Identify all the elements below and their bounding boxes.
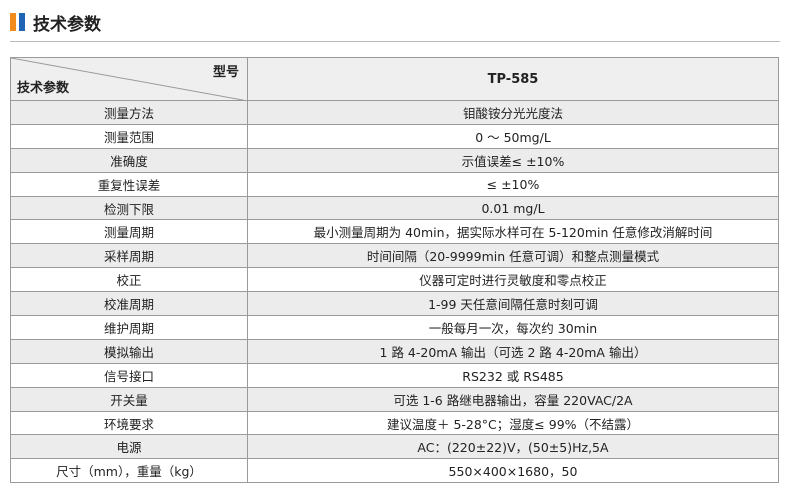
- spec-value: 可选 1-6 路继电器输出，容量 220VAC/2A: [247, 386, 779, 412]
- spec-row: 维护周期 一般每月一次，每次约 30min: [10, 315, 779, 340]
- spec-row: 信号接口 RS232 或 RS485: [10, 362, 779, 388]
- spec-value: 1-99 天任意间隔任意时刻可调: [247, 291, 779, 317]
- spec-table: 型号 技术参数 TP-585 测量方法 钼酸铵分光光度法 测量范围 0 ～ 50mg/…: [10, 57, 779, 484]
- spec-value: 550×400×1680，50: [247, 458, 779, 484]
- spec-value: 0 ～ 50mg/L: [247, 123, 779, 149]
- spec-row: 准确度 示值误差≤ ±10%: [10, 147, 779, 173]
- spec-row: 重复性误差 ≤ ±10%: [10, 171, 779, 197]
- spec-value: 一般每月一次，每次约 30min: [247, 315, 779, 340]
- spec-label: 重复性误差: [10, 171, 248, 197]
- spec-row: 环境要求 建议温度＋ 5-28°C；湿度≤ 99%（不结露）: [10, 410, 779, 436]
- corner-cell: 型号 技术参数: [10, 57, 248, 101]
- spec-label: 测量周期: [10, 219, 248, 245]
- section-title: 技术参数: [33, 14, 101, 35]
- spec-label: 电源: [10, 434, 248, 460]
- spec-row: 开关量 可选 1-6 路继电器输出，容量 220VAC/2A: [10, 386, 779, 412]
- spec-row: 电源 AC：(220±22)V，(50±5)Hz,5A: [10, 434, 779, 460]
- accent-bar: [19, 13, 25, 31]
- spec-value: AC：(220±22)V，(50±5)Hz,5A: [247, 434, 779, 460]
- spec-value: 建议温度＋ 5-28°C；湿度≤ 99%（不结露）: [247, 410, 779, 436]
- spec-row: 采样周期 时间间隔（20-9999min 任意可调）和整点测量模式: [10, 243, 779, 269]
- spec-value: 时间间隔（20-9999min 任意可调）和整点测量模式: [247, 243, 779, 269]
- spec-value: RS232 或 RS485: [247, 362, 779, 388]
- spec-label: 环境要求: [10, 410, 248, 436]
- spec-row: 测量方法 钼酸铵分光光度法: [10, 100, 779, 125]
- section-header: 技术参数: [10, 10, 101, 35]
- corner-top: 型号: [212, 65, 239, 80]
- diagonal: [11, 58, 248, 101]
- spec-value: 0.01 mg/L: [247, 195, 779, 221]
- spec-label: 信号接口: [10, 362, 248, 388]
- accent-bar: [10, 13, 16, 31]
- spec-label: 维护周期: [10, 315, 248, 340]
- spec-value: 最小测量周期为 40min，据实际水样可在 5-120min 任意修改消解时间: [247, 219, 779, 245]
- spec-row: 模拟输出 1 路 4-20mA 输出（可选 2 路 4-20mA 输出）: [10, 338, 779, 364]
- spec-label: 模拟输出: [10, 338, 248, 364]
- header-row: 型号 技术参数 TP-585: [10, 57, 779, 101]
- spec-row: 检测下限 0.01 mg/L: [10, 195, 779, 221]
- spec-row: 尺寸（mm），重量（kg） 550×400×1680，50: [10, 458, 779, 484]
- spec-row: 校准周期 1-99 天任意间隔任意时刻可调: [10, 291, 779, 317]
- spec-label: 采样周期: [10, 243, 248, 269]
- spec-value: 1 路 4-20mA 输出（可选 2 路 4-20mA 输出）: [247, 338, 779, 364]
- spec-value: 仪器可定时进行灵敏度和零点校正: [247, 267, 779, 293]
- spec-value: 钼酸铵分光光度法: [247, 100, 779, 125]
- spec-label: 开关量: [10, 386, 248, 412]
- spec-label: 准确度: [10, 147, 248, 173]
- corner-bottom: 技术参数: [17, 81, 70, 96]
- spec-row: 测量周期 最小测量周期为 40min，据实际水样可在 5-120min 任意修改消…: [10, 219, 779, 245]
- model-cell: TP-585: [247, 57, 779, 101]
- spec-label: 尺寸（mm），重量（kg）: [10, 458, 248, 484]
- spec-label: 检测下限: [10, 195, 248, 221]
- spec-row: 测量范围 0 ～ 50mg/L: [10, 123, 779, 149]
- divider: [10, 41, 780, 42]
- spec-label: 测量范围: [10, 123, 248, 149]
- spec-label: 校准周期: [10, 291, 248, 317]
- spec-value: ≤ ±10%: [247, 171, 779, 197]
- spec-label: 校正: [10, 267, 248, 293]
- spec-value: 示值误差≤ ±10%: [247, 147, 779, 173]
- spec-row: 校正 仪器可定时进行灵敏度和零点校正: [10, 267, 779, 293]
- spec-label: 测量方法: [10, 100, 248, 125]
